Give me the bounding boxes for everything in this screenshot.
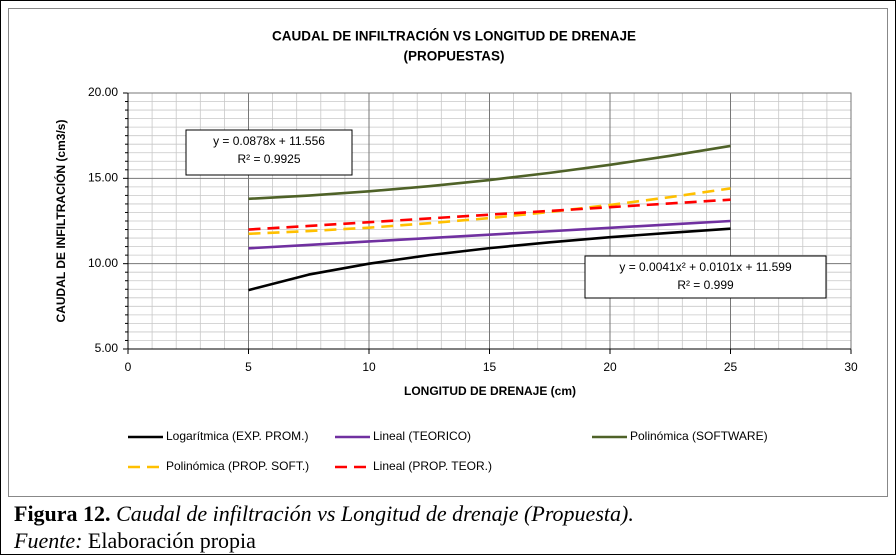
x-tick-label: 0 — [125, 360, 132, 374]
annotation-text: R² = 0.999 — [677, 278, 734, 292]
caption-source: Fuente: Elaboración propia — [13, 528, 256, 553]
y-tick-label: 15.00 — [88, 171, 118, 185]
annotation-text: y = 0.0041x² + 0.0101x + 11.599 — [619, 260, 792, 274]
caption: Figura 12. Caudal de infiltración vs Lon… — [14, 501, 634, 526]
x-tick-label: 30 — [844, 360, 858, 374]
series-line — [248, 198, 731, 231]
y-tick-label: 20.00 — [88, 85, 118, 99]
legend-label: Polinómica (PROP. SOFT.) — [166, 459, 309, 473]
y-axis-label: CAUDAL DE INFILTRACIÓN (cm3/s) — [53, 120, 68, 323]
x-tick-label: 20 — [603, 360, 617, 374]
legend-label: Lineal (TEORICO) — [373, 429, 471, 443]
y-tick-label: 5.00 — [95, 341, 119, 355]
x-tick-label: 15 — [483, 360, 497, 374]
source-label: Fuente: — [13, 528, 82, 553]
annotation-box — [185, 129, 353, 176]
annotation-text: y = 0.0878x + 11.556 — [213, 134, 325, 148]
source-text: Elaboración propia — [88, 528, 256, 553]
legend-label: Polinómica (SOFTWARE) — [630, 429, 768, 443]
legend-label: Lineal (PROP. TEOR.) — [373, 459, 492, 473]
x-tick-label: 5 — [245, 360, 252, 374]
series-line — [248, 227, 731, 292]
series-line — [248, 219, 731, 250]
caption-text: Caudal de infiltración vs Longitud de dr… — [116, 501, 634, 526]
annotation-text: R² = 0.9925 — [237, 152, 300, 166]
caption-label: Figura 12. — [14, 501, 111, 526]
chart-title: (PROPUESTAS) — [403, 49, 504, 64]
x-tick-label: 25 — [724, 360, 738, 374]
y-tick-label: 10.00 — [88, 256, 118, 270]
x-tick-label: 10 — [362, 360, 376, 374]
x-axis-label: LONGITUD DE DRENAJE (cm) — [404, 384, 576, 398]
series-line — [248, 187, 731, 236]
series-line — [248, 144, 731, 201]
annotation-box — [584, 255, 827, 299]
chart-title: CAUDAL DE INFILTRACIÓN VS LONGITUD DE DR… — [272, 29, 636, 44]
legend-label: Logarítmica (EXP. PROM.) — [166, 429, 309, 443]
